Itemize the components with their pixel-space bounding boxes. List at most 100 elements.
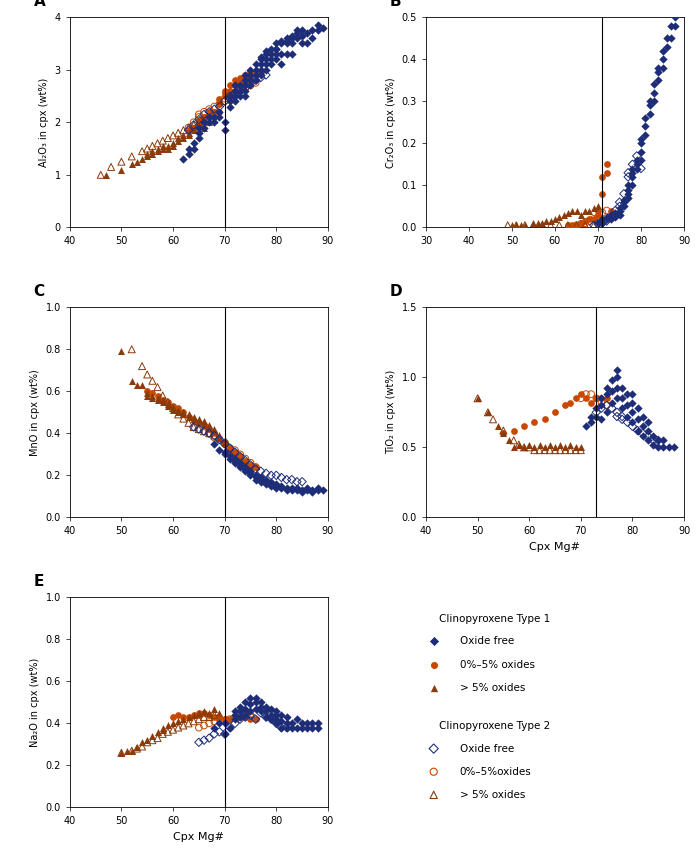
Point	[627, 415, 638, 429]
Point	[317, 484, 328, 497]
Point	[178, 124, 189, 137]
Point	[209, 429, 220, 442]
Point	[224, 721, 235, 734]
Point	[157, 721, 168, 734]
Point	[291, 26, 302, 40]
Point	[255, 70, 267, 84]
Point	[472, 392, 483, 405]
Point	[188, 708, 199, 722]
Point	[260, 475, 272, 489]
Point	[529, 443, 540, 457]
Point	[265, 58, 276, 71]
Point	[614, 195, 625, 209]
Point	[198, 734, 209, 747]
Point	[632, 423, 643, 437]
Point	[163, 142, 174, 155]
Point	[255, 50, 267, 64]
Point	[642, 430, 653, 443]
Point	[670, 19, 681, 33]
Point	[586, 396, 597, 410]
Point	[214, 433, 225, 447]
Point	[163, 397, 174, 411]
Point	[291, 31, 302, 45]
Point	[219, 124, 230, 137]
Point	[235, 456, 246, 470]
Point	[544, 438, 556, 452]
Point	[245, 698, 256, 711]
Point	[250, 76, 261, 89]
Point	[545, 218, 556, 232]
Point	[644, 94, 655, 108]
Point	[580, 419, 591, 433]
Point	[606, 396, 617, 410]
Point	[670, 10, 681, 24]
Point	[640, 119, 651, 133]
Point	[281, 34, 292, 48]
Point	[570, 392, 581, 405]
Point	[239, 454, 251, 467]
Point	[627, 166, 638, 180]
Point	[172, 401, 184, 415]
Point	[567, 218, 578, 232]
Point	[235, 82, 246, 95]
Point	[239, 454, 251, 467]
Point	[214, 716, 225, 730]
Point	[163, 131, 174, 145]
Point	[579, 214, 591, 228]
Point	[549, 443, 560, 457]
Text: D: D	[389, 283, 403, 299]
Point	[209, 430, 220, 444]
Point	[265, 712, 276, 726]
Point	[635, 145, 646, 159]
Text: 0%–5% oxides: 0%–5% oxides	[459, 660, 535, 669]
Point	[529, 415, 540, 429]
Point	[596, 396, 607, 410]
Point	[605, 204, 616, 217]
Point	[188, 124, 199, 137]
Point	[596, 392, 607, 405]
Point	[265, 42, 276, 56]
Point	[260, 710, 272, 724]
Point	[193, 115, 205, 129]
Point	[168, 716, 179, 730]
Point	[224, 721, 235, 734]
Y-axis label: MnO in cpx (wt%): MnO in cpx (wt%)	[30, 369, 40, 455]
Point	[255, 475, 267, 489]
Point	[198, 416, 209, 430]
Point	[204, 731, 215, 745]
Point	[632, 401, 643, 415]
Point	[648, 86, 660, 100]
Point	[281, 710, 292, 724]
Point	[204, 110, 215, 124]
Point	[571, 204, 582, 217]
Point	[588, 218, 600, 232]
Point	[260, 47, 272, 61]
Point	[230, 708, 241, 722]
Point	[632, 423, 643, 437]
Point	[142, 368, 153, 381]
Point	[549, 212, 560, 226]
Point	[627, 157, 638, 171]
Point	[255, 696, 267, 710]
Point	[265, 52, 276, 66]
Point	[575, 387, 586, 401]
Point	[230, 89, 241, 103]
Point	[606, 373, 617, 387]
Point	[611, 410, 623, 423]
Point	[271, 477, 282, 490]
Point	[271, 42, 282, 56]
Point	[116, 746, 127, 759]
Point	[265, 477, 276, 490]
Point	[168, 399, 179, 413]
Point	[219, 445, 230, 459]
Point	[126, 157, 138, 171]
Point	[302, 484, 313, 497]
Point	[214, 92, 225, 106]
Point	[230, 448, 241, 461]
Point	[188, 420, 199, 434]
Point	[163, 719, 174, 733]
Point	[534, 443, 545, 457]
Point	[614, 204, 625, 217]
Point	[188, 410, 199, 423]
Point	[260, 704, 272, 717]
